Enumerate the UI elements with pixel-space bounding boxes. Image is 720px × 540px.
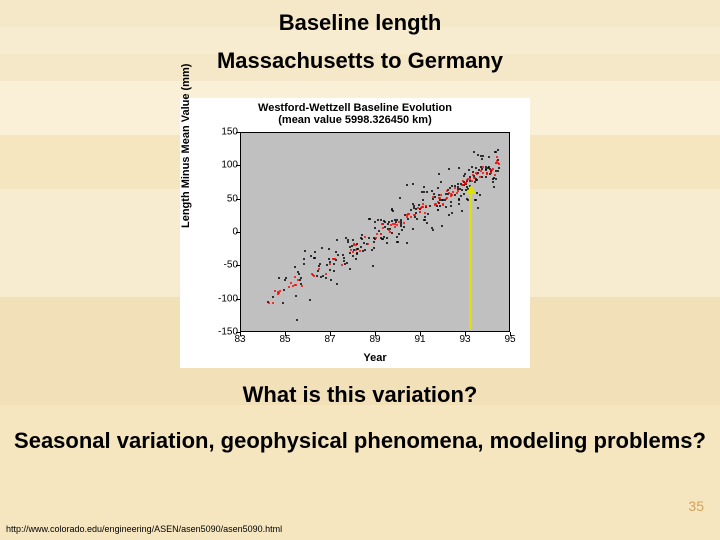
y-tick-label: 100	[208, 160, 238, 171]
title-baseline: Baseline length	[0, 10, 720, 36]
slide-number: 35	[688, 498, 704, 514]
y-tick-label: 0	[208, 227, 238, 238]
y-tick-label: 50	[208, 193, 238, 204]
chart-title-line1: Westford-Wettzell Baseline Evolution	[258, 102, 452, 114]
chart-container: Westford-Wettzell Baseline Evolution (me…	[180, 98, 530, 368]
question-causes: Seasonal variation, geophysical phenomen…	[0, 428, 720, 453]
footer-url: http://www.colorado.edu/engineering/ASEN…	[6, 524, 282, 534]
y-tick-label: -50	[208, 260, 238, 271]
question-variation: What is this variation?	[0, 382, 720, 408]
y-tick-label: 150	[208, 127, 238, 138]
y-axis-label: Length Minus Mean Value (mm)	[180, 64, 192, 228]
chart-title-line2: (mean value 5998.326450 km)	[278, 114, 432, 126]
annotation-arrowhead	[466, 185, 476, 194]
subtitle-location: Massachusetts to Germany	[0, 48, 720, 74]
chart-title: Westford-Wettzell Baseline Evolution (me…	[180, 102, 530, 126]
x-axis-label: Year	[240, 352, 510, 364]
plot-area	[240, 132, 510, 332]
y-tick-label: -100	[208, 293, 238, 304]
annotation-arrow	[469, 193, 472, 330]
